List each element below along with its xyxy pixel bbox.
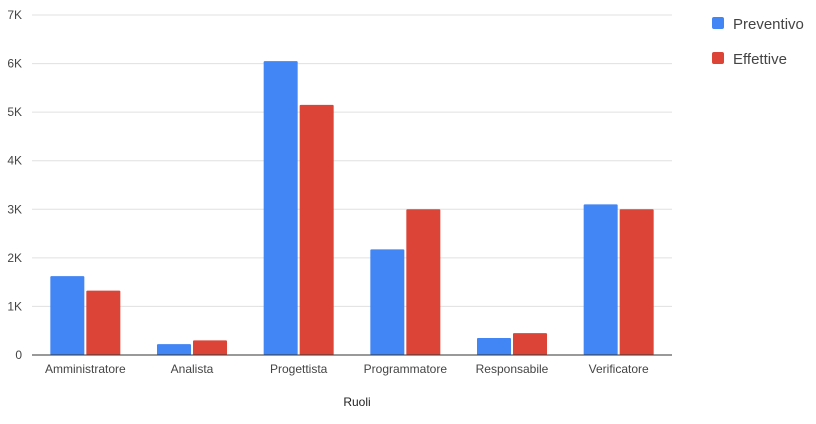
y-tick-label: 0 — [15, 348, 22, 362]
x-tick-label: Amministratore — [45, 362, 126, 376]
gridlines — [32, 14, 672, 307]
bar-preventivo-amministratore — [50, 276, 85, 355]
bar-preventivo-programmatore — [370, 249, 405, 355]
bars — [50, 61, 654, 356]
x-tick-label: Analista — [171, 362, 214, 376]
y-tick-label: 6K — [7, 57, 22, 71]
x-axis-ticks: Amministratore Analista Progettista Program… — [45, 362, 649, 376]
y-tick-label: 1K — [7, 299, 22, 313]
x-tick-label: Responsabile — [476, 362, 549, 376]
y-tick-label: 4K — [7, 154, 22, 168]
bar-preventivo-progettista — [263, 61, 298, 356]
legend-label-effettive: Effettive — [733, 51, 787, 68]
y-tick-label: 3K — [7, 202, 22, 216]
bar-effettive-verificatore — [619, 209, 654, 355]
x-axis-title: Ruoli — [343, 395, 370, 409]
legend-swatch-effettive — [712, 52, 724, 64]
bar-preventivo-analista — [157, 344, 191, 355]
y-tick-label: 5K — [7, 105, 22, 119]
x-tick-label: Verificatore — [589, 362, 649, 376]
bar-preventivo-responsabile — [477, 338, 511, 355]
legend: Preventivo Effettive — [712, 16, 804, 68]
bar-preventivo-verificatore — [583, 204, 618, 355]
x-tick-label: Progettista — [270, 362, 328, 376]
y-tick-label: 7K — [7, 8, 22, 22]
bar-effettive-programmatore — [406, 209, 441, 355]
y-axis-ticks: 0 1K 2K 3K 4K 5K 6K 7K — [7, 8, 22, 362]
legend-label-preventivo: Preventivo — [733, 16, 804, 33]
bar-effettive-amministratore — [86, 290, 121, 355]
bar-effettive-responsabile — [513, 333, 547, 355]
y-tick-label: 2K — [7, 251, 22, 265]
x-tick-label: Programmatore — [364, 362, 448, 376]
legend-swatch-preventivo — [712, 17, 724, 29]
bar-effettive-progettista — [299, 104, 334, 355]
bar-effettive-analista — [193, 340, 227, 355]
